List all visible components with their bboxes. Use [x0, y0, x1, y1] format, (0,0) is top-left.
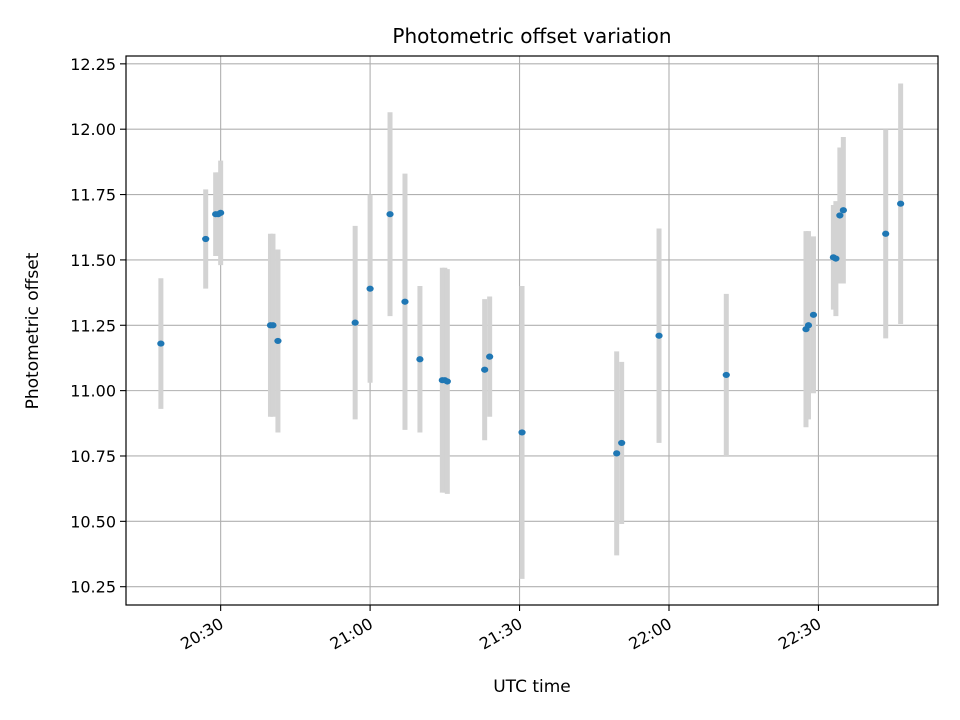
y-axis-label: Photometric offset — [23, 252, 43, 409]
error-bars — [158, 83, 904, 579]
data-point — [401, 298, 409, 305]
data-point — [274, 337, 282, 345]
data-point — [202, 235, 210, 243]
x-axis-label: UTC time — [493, 677, 571, 697]
x-tick-label: 22:30 — [775, 614, 824, 654]
x-tick-label: 21:30 — [476, 614, 525, 654]
data-point — [897, 200, 905, 207]
data-point — [351, 319, 359, 326]
data-point — [804, 322, 813, 329]
data-point — [416, 356, 424, 363]
data-point — [269, 322, 277, 329]
data-point — [655, 332, 663, 339]
data-point — [613, 450, 621, 457]
data-point — [839, 207, 847, 214]
data-point — [882, 230, 890, 237]
data-point — [832, 255, 840, 262]
y-tick-label: 11.25 — [70, 316, 116, 335]
data-point — [157, 340, 165, 347]
y-tick-label: 12.25 — [70, 55, 116, 74]
data-point — [836, 212, 844, 219]
grid-lines — [126, 56, 938, 605]
data-point — [217, 209, 225, 216]
x-tick-label: 22:00 — [626, 614, 675, 654]
data-point — [809, 311, 818, 318]
data-point — [481, 366, 489, 373]
x-tick-label: 21:00 — [327, 614, 376, 654]
chart-title: Photometric offset variation — [392, 24, 671, 48]
data-point — [366, 285, 374, 292]
x-tick-label: 20:30 — [177, 614, 226, 654]
y-tick-label: 11.75 — [70, 186, 116, 205]
y-tick-label: 12.00 — [70, 120, 116, 139]
data-point — [486, 353, 494, 360]
plot-area-frame — [125, 55, 939, 606]
y-tick-label: 10.25 — [70, 578, 116, 597]
data-point — [386, 211, 394, 218]
data-point — [722, 371, 730, 379]
y-tick-label: 11.50 — [70, 251, 116, 270]
y-tick-label: 10.50 — [70, 512, 116, 531]
y-tick-label: 10.75 — [70, 447, 116, 466]
data-point — [518, 429, 526, 436]
data-point — [618, 439, 626, 447]
data-point — [443, 378, 451, 385]
y-tick-label: 11.00 — [70, 382, 116, 401]
data-points — [157, 200, 905, 457]
